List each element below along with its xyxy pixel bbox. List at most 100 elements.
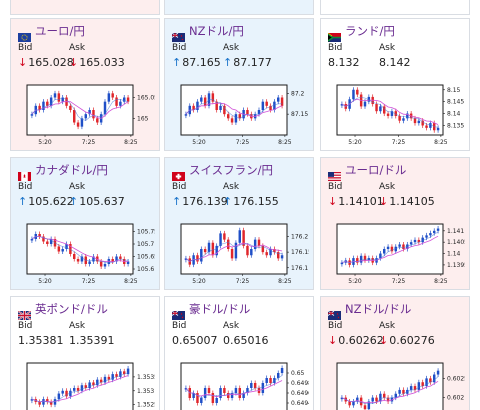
currency-pair-link[interactable]: NZドル/円 [189, 24, 244, 38]
y-tick-label: 0.6494 [291, 400, 309, 407]
currency-pair-link[interactable]: ユーロ/円 [35, 24, 85, 38]
price-chart[interactable]: 8.15 8.145 8.14 8.135 5:20 7:25 8:25 [331, 79, 465, 147]
card-header[interactable]: 英ポンド/ドル [17, 302, 108, 321]
candle-body [76, 259, 80, 262]
price-chart[interactable]: 0.6025 0.602 [331, 357, 465, 410]
price-chart[interactable]: 165.05 165 5:20 7:25 8:25 [21, 79, 155, 147]
candle-body [433, 374, 436, 383]
au-flag-icon [171, 305, 185, 320]
x-tick-label: 8:25 [278, 139, 292, 146]
candle-body [386, 246, 390, 249]
candle-body [409, 242, 413, 245]
candle-body [192, 255, 195, 265]
candle-body [265, 101, 268, 106]
currency-card[interactable]: NZドル/円 Bid Ask ↑87.165 ↑87.177 87.2 87.15 5:20 7… [164, 18, 314, 151]
candle-body [126, 261, 130, 264]
candle-body [103, 101, 107, 115]
candle-body [359, 255, 363, 263]
candle-body [253, 383, 257, 388]
y-tick-label: 87.2 [291, 90, 305, 97]
candle-body [246, 245, 249, 256]
candle-body [363, 255, 367, 261]
candle-body [242, 230, 245, 246]
candle-body [250, 249, 253, 256]
currency-pair-link[interactable]: NZドル/ドル [345, 302, 412, 316]
moving-average-line [341, 380, 439, 404]
price-chart[interactable]: 87.2 87.15 5:20 7:25 8:25 [175, 79, 309, 147]
bid-label: Bid [172, 43, 187, 53]
candle-body [421, 237, 424, 243]
candle-body [192, 393, 195, 398]
candle-body [379, 253, 382, 259]
currency-pair-link[interactable]: 豪ドル/ドル [189, 302, 251, 316]
card-header[interactable]: ユーロ/円 [18, 24, 85, 42]
price-chart[interactable]: 105.75 105.7 105.65 105.6 5:20 7:25 8:25 [21, 218, 155, 286]
arrow-up-icon: ↑ [223, 195, 233, 208]
candle-body [73, 254, 76, 259]
ask-value: ↑87.177 [223, 56, 272, 69]
candle-body [227, 114, 230, 119]
currency-card[interactable]: ユーロ/ドルBidAsk↓1.14101↓1.141051.1411.14051… [320, 157, 470, 290]
currency-pair-link[interactable]: スイスフラン/円 [189, 163, 274, 177]
currency-card-partial[interactable] [320, 0, 470, 15]
currency-card-partial[interactable] [10, 0, 160, 15]
currency-card[interactable]: ランド/円 Bid Ask 8.132 8.142 8.15 8.145 8.14 8.135 5… [320, 18, 470, 151]
candle-body [99, 261, 103, 267]
candle-body [257, 110, 261, 115]
card-header[interactable]: NZドル/ドル [327, 302, 412, 320]
y-tick-label: 105.65 [137, 254, 155, 261]
candle-body [223, 233, 226, 240]
ca-flag-icon [18, 166, 31, 181]
moving-average-line [31, 101, 129, 119]
candle-body [234, 388, 238, 393]
x-tick-label: 7:25 [236, 278, 250, 285]
currency-pair-link[interactable]: ランド/円 [345, 24, 395, 38]
currency-pair-link[interactable]: カナダドル/円 [35, 163, 108, 177]
candle-body [215, 245, 218, 256]
candle-body [53, 93, 57, 98]
card-header[interactable]: 豪ドル/ドル [171, 302, 251, 320]
candle-body [42, 236, 45, 242]
candle-body [398, 115, 401, 121]
candle-body [57, 393, 61, 400]
arrow-up-icon: ↑ [69, 195, 79, 208]
price-chart[interactable]: 0.65 0.6498 0.6496 0.6494 [175, 357, 309, 410]
candle-body [277, 97, 280, 102]
candle-body [429, 123, 432, 128]
card-header[interactable]: ランド/円 [327, 24, 395, 42]
moving-average-short-line [341, 97, 439, 128]
currency-pair-link[interactable]: 英ポンド/ドル [35, 302, 108, 316]
candle-body [80, 118, 84, 127]
card-header[interactable]: NZドル/円 [171, 24, 244, 42]
card-header[interactable]: ユーロ/ドル [328, 163, 407, 181]
arrow-down-icon: ↓ [18, 56, 28, 69]
candle-body [215, 398, 218, 403]
candle-body [88, 261, 91, 264]
ask-label: Ask [223, 182, 240, 192]
candle-body [207, 242, 211, 253]
x-tick-label: 5:20 [38, 139, 52, 146]
candle-body [123, 97, 126, 102]
candle-body [61, 390, 64, 394]
candle-body [69, 244, 72, 254]
y-tick-label: 1.14 [447, 251, 461, 258]
currency-card-partial[interactable] [164, 0, 314, 15]
candle-body [219, 105, 222, 110]
currency-card[interactable]: スイスフラン/円 Bid Ask ↑176.139 ↑176.155 176.2 176.1… [164, 157, 314, 290]
y-tick-label: 1.1405 [447, 239, 465, 246]
currency-pair-link[interactable]: ユーロ/ドル [345, 163, 407, 177]
arrow-down-icon: ↓ [69, 56, 79, 69]
candle-body [398, 244, 401, 247]
price-chart[interactable]: 1.3535 1.353 1.3525 [21, 357, 155, 410]
currency-card[interactable]: 英ポンド/ドルBidAsk1.353811.353911.35351.3531.… [10, 296, 160, 410]
price-chart[interactable]: 176.2 176.15 176.1 5:20 7:25 8:25 [175, 218, 309, 286]
currency-card[interactable]: カナダドル/円BidAsk↑105.622↑105.637105.75105.7… [10, 157, 160, 290]
chart-plot-area [336, 223, 444, 275]
card-header[interactable]: カナダドル/円 [18, 163, 108, 181]
card-header[interactable]: スイスフラン/円 [172, 163, 274, 181]
candle-body [363, 101, 367, 107]
